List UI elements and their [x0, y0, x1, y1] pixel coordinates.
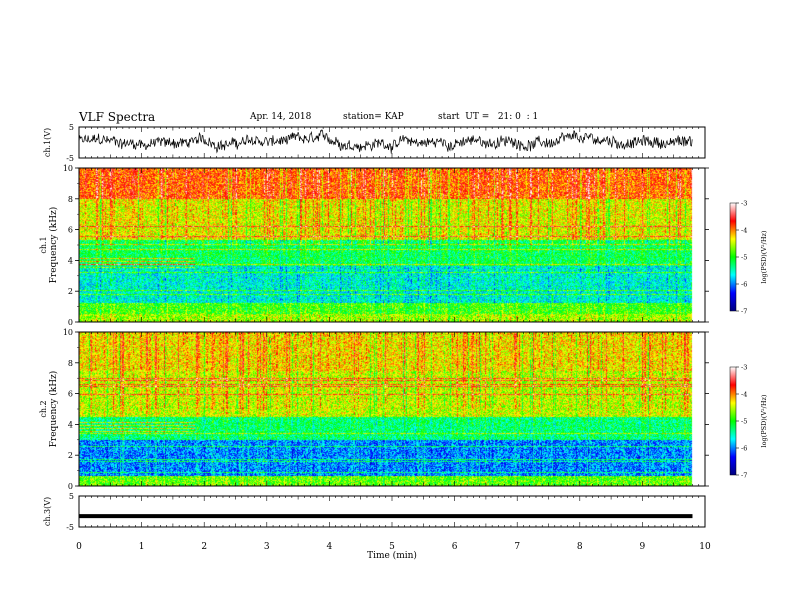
ch1-ytick-label: 8 [68, 195, 73, 204]
ch2-ytick-label: 6 [68, 390, 73, 399]
ch2-colorbar-tick-label: -6 [741, 445, 747, 453]
ch1-ytick-label: 5 [69, 123, 74, 132]
ch2-ytick-label: 4 [68, 420, 73, 429]
x-tick-label: 6 [452, 542, 458, 552]
ch1-ytick-label: 10 [63, 164, 73, 173]
ch1-ylabel-channel: ch.1 [39, 236, 48, 253]
x-tick-label: 1 [139, 542, 145, 552]
x-tick-label: 0 [76, 542, 82, 552]
x-tick-label: 2 [201, 542, 207, 552]
x-tick-label: 10 [699, 542, 711, 552]
ch1-colorbar-tick-label: -6 [741, 281, 747, 289]
ch3-ytick-label: -5 [66, 523, 74, 532]
figure-title: VLF Spectra [79, 110, 156, 124]
ch2-colorbar-tick-label: -4 [741, 391, 747, 399]
ch2-ytick-label: 2 [68, 451, 73, 460]
ch2-ylabel-frequency: Frequency (kHz) [48, 371, 59, 448]
ch1-ytick-label: -5 [66, 154, 74, 163]
ch2-colorbar-label: log(PSD)(V²/Hz) [760, 394, 768, 447]
ch2-ytick-label: 0 [68, 482, 73, 491]
x-axis-label: Time (min) [367, 550, 417, 561]
ch1-ytick-label: 4 [68, 256, 73, 265]
ch1-colorbar-label: log(PSD)(V²/Hz) [760, 230, 768, 283]
ch3-ylabel: ch.3(V) [43, 497, 52, 526]
x-tick-label: 3 [264, 542, 270, 552]
ch2-colorbar-tick-label: -7 [741, 472, 747, 480]
x-tick-label: 5 [389, 542, 395, 552]
x-tick-label: 9 [640, 542, 646, 552]
ch2-ylabel-channel: ch.2 [39, 400, 48, 417]
ch1-colorbar [729, 202, 737, 312]
ch1-waveform-line [78, 129, 693, 154]
ch2-ytick-label: 10 [63, 328, 73, 337]
x-tick-label: 8 [577, 542, 583, 552]
ch1-ytick-label: 2 [68, 287, 73, 296]
ch1-spectrogram-image [79, 168, 705, 322]
station-label: station= KAP [343, 112, 404, 122]
ch1-colorbar-tick-label: -4 [741, 227, 747, 235]
ch1-ytick-label: 0 [68, 318, 73, 327]
ch2-ytick-label: 8 [68, 359, 73, 368]
ch1-ylabel-frequency: Frequency (kHz) [48, 207, 59, 284]
ch1-colorbar-tick-label: -7 [741, 308, 747, 316]
ch1-ytick-label: 6 [68, 226, 73, 235]
ch1-colorbar-tick-label: -5 [741, 254, 747, 262]
ch1-ylabel: ch.1(V) [43, 128, 52, 157]
start-time-label: start UT = 21: 0 : 1 [438, 112, 539, 122]
ch2-colorbar-tick-label: -5 [741, 418, 747, 426]
x-tick-label: 7 [514, 542, 520, 552]
ch2-colorbar [729, 366, 737, 476]
ch1-colorbar-tick-label: -3 [741, 200, 747, 208]
ch3-ytick-label: 5 [69, 492, 74, 501]
ch2-spectrogram-image [79, 332, 705, 486]
x-tick-label: 4 [327, 542, 333, 552]
ch2-colorbar-tick-label: -3 [741, 364, 747, 372]
date-label: Apr. 14, 2018 [250, 112, 312, 122]
